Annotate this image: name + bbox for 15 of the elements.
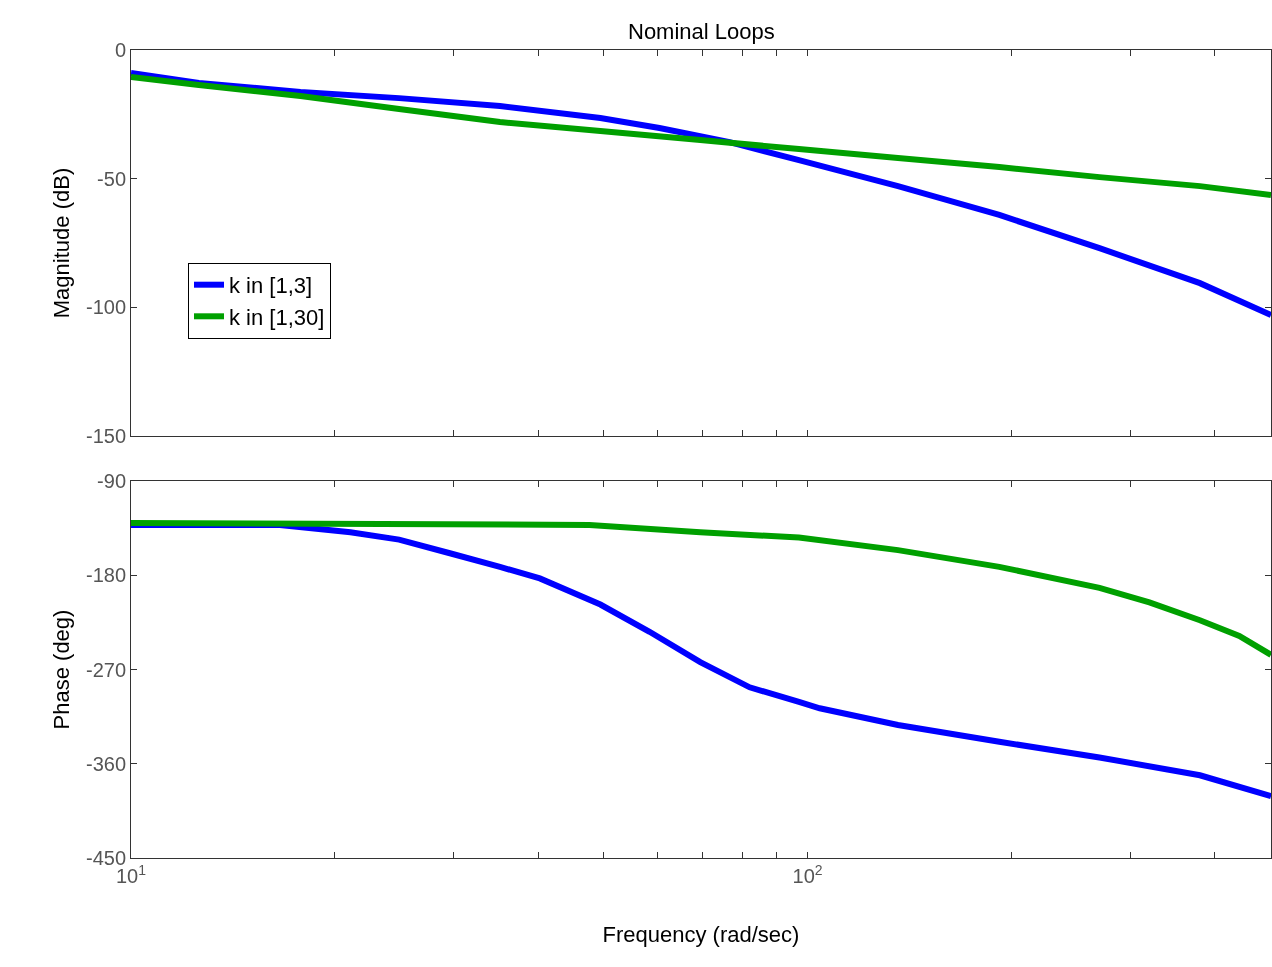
- legend-label: k in [1,3]: [229, 273, 313, 299]
- y-tick-label: -180: [85, 564, 126, 587]
- legend-label: k in [1,30]: [229, 304, 325, 330]
- chart-title: Nominal Loops: [628, 19, 775, 44]
- y-axis-title: Phase (deg): [48, 609, 74, 730]
- y-axis-title: Magnitude (dB): [48, 167, 74, 319]
- y-tick-label: -270: [85, 658, 126, 681]
- y-tick-label: -150: [85, 425, 126, 447]
- y-tick-label: -50: [97, 167, 126, 190]
- y-tick-label: -100: [85, 296, 126, 319]
- x-axis-title: Frequency (rad/sec): [602, 921, 800, 947]
- y-tick-label: -90: [97, 470, 126, 492]
- y-tick-label: -360: [85, 752, 126, 775]
- y-tick-label: 0: [114, 39, 126, 61]
- x-tick-label: 10$^{2}$: [792, 861, 823, 887]
